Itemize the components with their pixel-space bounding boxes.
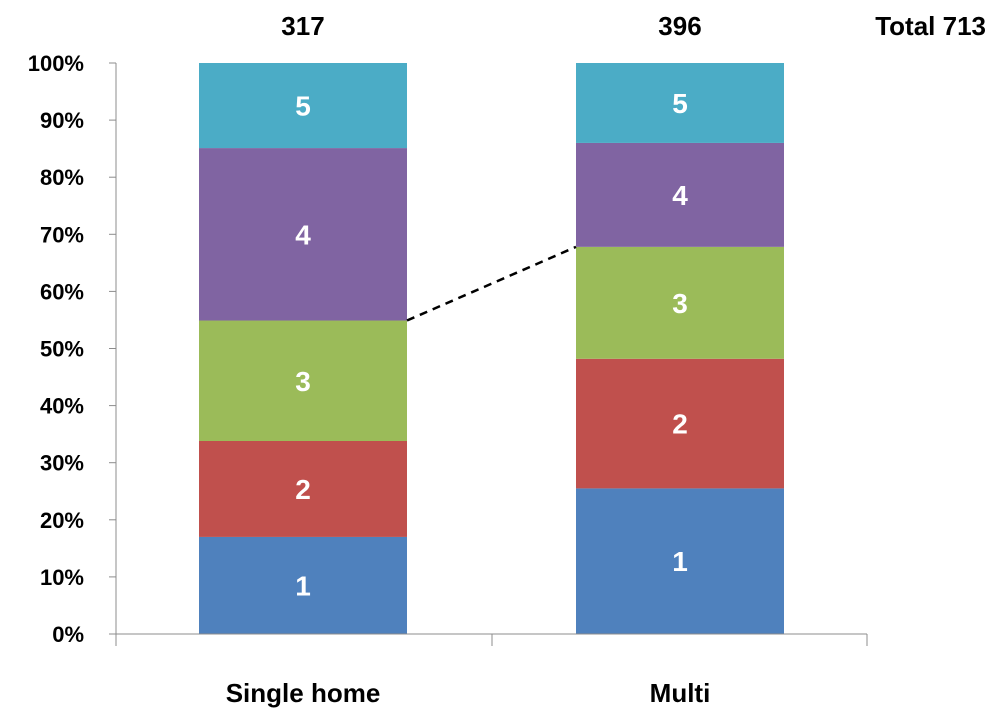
bar-segment-5	[199, 63, 407, 149]
x-category-label: Multi	[650, 678, 711, 708]
x-category-label: Single home	[226, 678, 381, 708]
segment-label: 2	[672, 409, 688, 440]
bar-segment-4	[576, 142, 784, 247]
bar-segment-1	[199, 536, 407, 634]
y-tick-label: 10%	[40, 565, 84, 590]
y-tick-label: 60%	[40, 279, 84, 304]
segment-label: 1	[295, 570, 311, 601]
y-axis-ticks: 0% 10% 20% 30% 40% 50% 60% 70% 80% 90% 100%	[28, 51, 116, 647]
y-tick-label: 40%	[40, 394, 84, 419]
bar-segment-3	[576, 246, 784, 359]
segment-label: 3	[672, 288, 688, 319]
segment-label: 1	[672, 546, 688, 577]
y-tick-label: 50%	[40, 337, 84, 362]
y-tick-label: 90%	[40, 108, 84, 133]
segment-label: 3	[295, 366, 311, 397]
y-tick-label: 100%	[28, 51, 84, 76]
segment-label: 4	[672, 180, 688, 211]
bars	[199, 63, 784, 634]
axes	[115, 63, 868, 646]
bar-segment-4	[199, 148, 407, 321]
bar-total-label: 396	[658, 11, 701, 41]
bar-segment-3	[199, 320, 407, 442]
y-tick-label: 80%	[40, 165, 84, 190]
bar-segment-2	[576, 358, 784, 489]
segment-label: 2	[295, 474, 311, 505]
segment-label: 5	[672, 88, 688, 119]
y-tick-label: 30%	[40, 451, 84, 476]
y-tick-label: 0%	[52, 622, 84, 647]
y-tick-label: 70%	[40, 222, 84, 247]
connector-layer	[406, 245, 577, 322]
dashed-connector-line	[406, 245, 577, 322]
segment-label: 5	[295, 91, 311, 122]
bar-segment-1	[576, 488, 784, 634]
grand-total-label: Total 713	[875, 11, 986, 41]
labels: 1 2 3 4 5 1 2 3 4 5 Single home Multi 317 396 Total 71…	[226, 11, 986, 708]
bar-segment-2	[199, 441, 407, 537]
bar-segment-5	[576, 63, 784, 143]
bar-total-label: 317	[281, 11, 324, 41]
y-tick-label: 20%	[40, 508, 84, 533]
segment-label: 4	[295, 219, 311, 250]
